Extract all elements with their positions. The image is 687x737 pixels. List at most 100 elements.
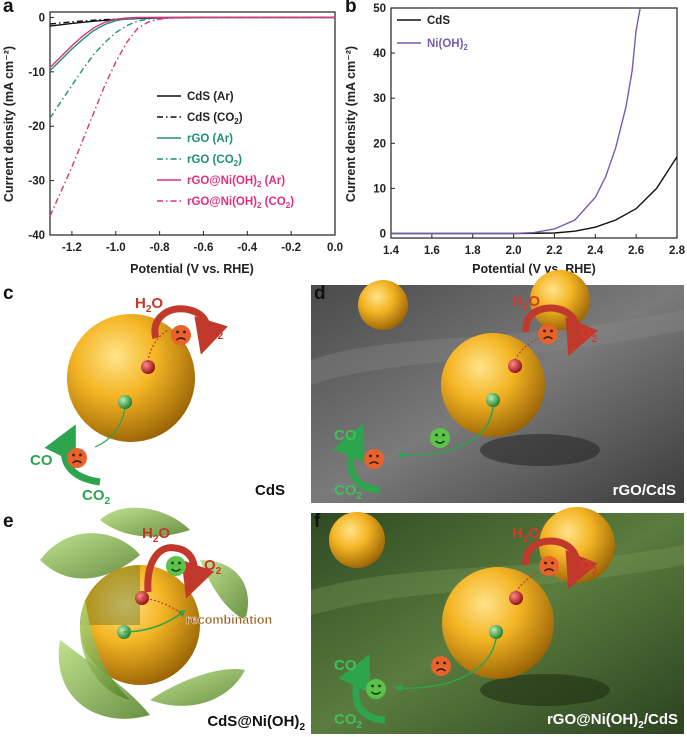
oxidation-arrow-icon (151, 305, 228, 355)
panel-label-e: e (3, 511, 14, 532)
series-line (391, 7, 641, 235)
y-tick-label: 30 (373, 93, 386, 105)
co2-label: CO2 (82, 487, 111, 507)
electron-transfer-arrow-icon (396, 406, 494, 459)
chart-a: -1.2 -1.0 -0.8 -0.6 -0.4 -0.2 0.0 0 -10 -20 -30 -40… (2, 11, 343, 276)
series-line (49, 16, 335, 119)
x-tick-label: 2.0 (506, 245, 522, 257)
y-tick-label: 20 (373, 138, 386, 150)
electron-particle (118, 395, 132, 409)
legend-label: CdS (Ar) (187, 91, 234, 103)
nioh2-shell (150, 669, 245, 706)
chart-b: 1.4 1.6 1.8 2.0 2.2 2.4 2.6 2.8 0 10 20 30 40 50 CdS N… (344, 3, 686, 276)
o2-label: O2 (580, 557, 598, 577)
y-tick-label: 10 (373, 183, 386, 195)
series-line (49, 16, 335, 217)
sad-face-icon (171, 325, 191, 345)
scene-c-caption: CdS (255, 482, 285, 499)
h2o-label: H2O (142, 525, 170, 545)
electron-particle (486, 393, 500, 407)
chart-a-ticks: -1.2 -1.0 -0.8 -0.6 -0.4 -0.2 0.0 0 -10 -20 -30 -40 (28, 12, 343, 254)
chart-a-frame (49, 11, 336, 236)
scene-f-caption: rGO@Ni(OH)2/CdS (547, 711, 678, 731)
chart-a-legend: CdS (Ar) CdS (CO2) rGO (Ar) rGO (CO2) rGO@Ni… (157, 91, 294, 210)
legend-label: CdS (427, 15, 450, 27)
sad-face-icon (539, 556, 559, 576)
o2-label: O2 (206, 322, 224, 342)
oxidation-arrow-icon (522, 304, 598, 357)
legend-label: CdS (CO2) (187, 112, 243, 126)
happy-face-icon (166, 556, 186, 576)
nioh2-shell (80, 600, 130, 700)
happy-face-icon (366, 679, 386, 699)
y-tick-label: 50 (373, 3, 386, 15)
sad-face-icon (67, 448, 87, 468)
y-tick-label: 40 (373, 48, 386, 60)
cds-sphere (67, 314, 195, 442)
chart-b-series (391, 7, 678, 235)
chart-b-frame (390, 7, 678, 239)
co-label: CO (334, 657, 357, 674)
chart-a-series (49, 16, 335, 217)
x-tick-label: -0.8 (150, 242, 170, 254)
chart-b-legend: CdS Ni(OH)2 (397, 15, 468, 52)
panel-label-f: f (314, 511, 321, 532)
sad-face-icon (364, 449, 384, 469)
hole-particle (141, 360, 155, 374)
x-tick-label: 1.4 (383, 245, 400, 257)
x-tick-label: 0.0 (327, 242, 343, 254)
co-label: CO (334, 427, 357, 444)
recombination-label: recombination (186, 613, 272, 627)
reduction-arrow-icon (338, 654, 386, 724)
series-line (49, 16, 335, 72)
series-line (49, 16, 335, 68)
electron-path (94, 408, 126, 448)
scene-e-caption: CdS@Ni(OH)2 (207, 713, 305, 733)
hole-path (147, 329, 169, 363)
electron-particle (489, 625, 503, 639)
h2o-label: H2O (512, 293, 540, 313)
o2-label: O2 (580, 325, 598, 345)
reduction-arrow-icon (44, 424, 101, 486)
legend-label: rGO@Ni(OH)2 (Ar) (187, 175, 285, 189)
scene-d-caption: rGO/CdS (613, 482, 676, 499)
panel-label-c: c (3, 283, 14, 304)
sad-face-icon (538, 324, 558, 344)
oxidation-arrow-icon (522, 537, 598, 590)
cds-sphere (441, 333, 545, 437)
h2o-label: H2O (512, 525, 540, 545)
x-tick-label: -0.2 (281, 242, 301, 254)
cds-sphere-small (329, 512, 385, 568)
y-tick-label: -10 (28, 67, 45, 79)
hole-particle (508, 359, 522, 373)
series-line (49, 16, 335, 25)
legend-label: rGO (Ar) (187, 133, 233, 145)
y-tick-label: -30 (28, 176, 45, 188)
oxidation-arrow-icon (144, 544, 215, 599)
o2-label: O2 (204, 557, 222, 577)
panel-label-a: a (3, 0, 14, 17)
happy-face-icon (430, 428, 450, 448)
nioh2-shell (100, 507, 190, 537)
y-tick-label: -40 (28, 230, 45, 242)
x-tick-label: 2.8 (669, 245, 686, 257)
h2o-label: H2O (135, 295, 163, 315)
cds-sphere-small (358, 280, 408, 330)
series-line (49, 16, 335, 27)
electron-transfer-arrow-icon (394, 638, 497, 692)
legend-label: rGO (CO2) (187, 154, 242, 168)
chart-a-xlabel: Potential (V vs. RHE) (130, 262, 254, 276)
cds-sphere-small (530, 270, 590, 330)
x-tick-label: 1.6 (424, 245, 440, 257)
series-line (391, 156, 678, 235)
x-tick-label: 2.4 (587, 245, 604, 257)
sad-face-icon (431, 656, 451, 676)
panel-label-d: d (314, 283, 326, 304)
co-label: CO (30, 452, 53, 469)
x-tick-label: 2.2 (546, 245, 562, 257)
nioh2-shell (40, 533, 140, 579)
x-tick-label: -1.2 (62, 242, 82, 254)
legend-label: rGO@Ni(OH)2 (CO2) (187, 196, 294, 210)
scene-c: H2O O2 CO CO2 CdS (30, 295, 285, 507)
